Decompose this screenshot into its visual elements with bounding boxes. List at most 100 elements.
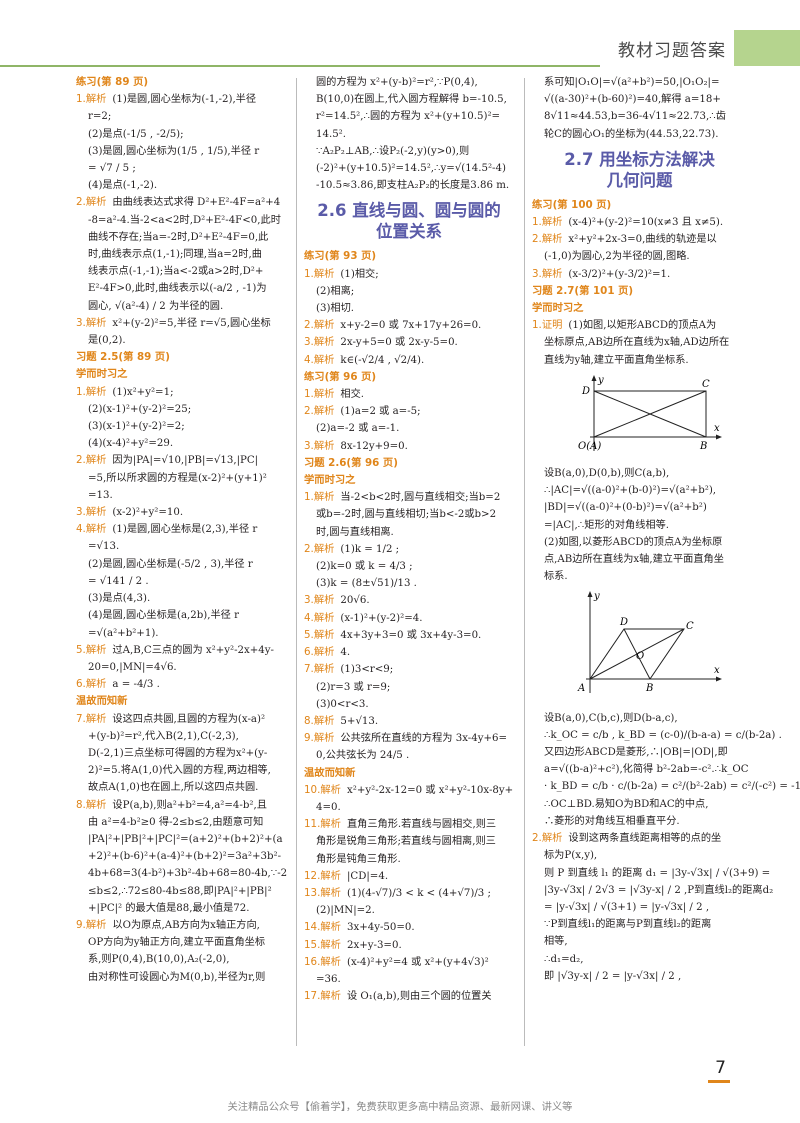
text-line: =√(a²+b²+1). xyxy=(88,627,159,639)
text-line: 由 a²=4-b²≥0 得-2≤b≤2,由题意可知 xyxy=(88,816,264,828)
answer-number: 3.解析 xyxy=(532,267,563,280)
exercise-heading: 习题 2.6(第 96 页) xyxy=(304,456,398,469)
answer-number: 4.解析 xyxy=(76,523,107,536)
answer-number: 2.解析 xyxy=(304,405,335,418)
answer-text: (1)x²+y²=1; xyxy=(112,386,174,398)
text-line: 由对称性可设圆心为M(0,b),半径为r,则 xyxy=(88,971,266,983)
answer-text: 由曲线表达式求得 D²+E²-4F=a²+4 xyxy=(112,197,281,209)
text-line: ∵P到直线l₁的距离与P到直线l₂的距离 xyxy=(544,919,712,931)
answer-line: 15.解析 2x+y-3=0. xyxy=(304,937,514,954)
answer-line: 2.解析 x²+y²+2x-3=0,曲线的轨迹是以 xyxy=(532,231,747,248)
answer-line: 4.解析 k∈(-√2/4 , √2/4). xyxy=(304,352,514,369)
subsection-heading: 温故而知新 xyxy=(76,695,128,708)
answer-text: k∈(-√2/4 , √2/4). xyxy=(340,354,425,366)
answer-number: 5.解析 xyxy=(304,628,335,641)
exercise-heading: 练习(第 93 页) xyxy=(304,250,377,263)
column-divider xyxy=(296,78,297,1046)
answer-number: 6.解析 xyxy=(76,678,107,691)
text-line: (2)r=3 或 r=9; xyxy=(316,681,391,693)
answer-number: 6.解析 xyxy=(304,646,335,659)
exercise-heading: 练习(第 96 页) xyxy=(304,370,377,383)
text-line: (3)(x-1)²+(y-2)²=2; xyxy=(88,421,185,433)
section-heading: 2.6 直线与圆、圆与圆的 位置关系 xyxy=(304,200,514,242)
column-divider xyxy=(524,78,525,1046)
answer-number: 4.解析 xyxy=(304,611,335,624)
answer-text: 当-2<b<2时,圆与直线相交;当b=2 xyxy=(340,492,501,504)
text-line: 即 |√3y-x| / 2 = |y-√3x| / 2 , xyxy=(544,970,682,982)
answer-text: (x-4)²+y²=4 或 x²+(y+4√3)² xyxy=(346,956,489,968)
answer-text: x²+y²-2x-12=0 或 x²+y²-10x-8y+ xyxy=(346,784,514,796)
text-line: 故点A(1,0)也在圆上,所以这四点共圆. xyxy=(88,782,259,794)
text-line: (3)是点(4,3). xyxy=(88,593,151,605)
text-line: 4b+68=3(4-b²)+3b²-4b+68=80-4b,∵-2 xyxy=(88,868,288,880)
text-line: (4)(x-4)²+y²=29. xyxy=(88,438,174,450)
answer-number: 2.解析 xyxy=(532,233,563,246)
text-line: 4=0. xyxy=(316,801,341,813)
answer-text: 2x-y+5=0 或 2x-y-5=0. xyxy=(340,337,458,349)
answer-text: 2x+y-3=0. xyxy=(346,939,402,951)
answer-text: 3x+4y-50=0. xyxy=(346,922,415,934)
text-line: (-1,0)为圆心,2为半径的圆,图略. xyxy=(544,251,690,263)
answer-text: (1)(4-√7)/3 < k < (4+√7)/3 ; xyxy=(346,887,491,899)
section-heading-line2: 位置关系 xyxy=(376,222,442,242)
answer-number: 15.解析 xyxy=(304,938,341,951)
answer-text: 设到这两条直线距离相等的点的坐 xyxy=(568,833,722,845)
answer-number: 1.解析 xyxy=(76,385,107,398)
column-2: 圆的方程为 x²+(y-b)²=r²,∵P(0,4), B(10,0)在圆上,代入… xyxy=(304,74,514,1005)
text-line: √((a-30)²+(b-60)²)=40,解得 a=18+ xyxy=(544,94,721,106)
rhombus-figure: y D C O A B x xyxy=(577,591,722,694)
answer-line: 8.解析 5+√13. xyxy=(304,713,514,730)
text-line: 角形是钝角三角形. xyxy=(316,853,401,865)
text-line: 则 P 到直线 l₁ 的距离 d₁ = |3y-√3x| / √(3+9) = xyxy=(544,867,771,879)
text-line: 系,则P(0,4),B(10,0),A₂(-2,0), xyxy=(88,954,230,966)
answer-line: 3.解析 (x-3/2)²+(y-3/2)²=1. xyxy=(532,266,747,283)
text-line: +2)²+(b-6)²+(a-4)²+(b+2)²=3a²+3b²- xyxy=(88,851,282,863)
answer-line: 2.解析 因为|PA|=√10,|PB|=√13,|PC| xyxy=(76,452,286,469)
answer-line: 16.解析 (x-4)²+y²=4 或 x²+(y+4√3)² xyxy=(304,954,514,971)
text-line: 圆心, √(a²-4) / 2 为半径的圆. xyxy=(88,300,224,312)
text-line: 直线为y轴,建立平面直角坐标系. xyxy=(544,354,689,366)
text-line: r²=14.5²,∴圆的方程为 x²+(y+10.5)²= xyxy=(316,111,501,123)
answer-line: 4.解析 (x-1)²+(y-2)²=4. xyxy=(304,610,514,627)
text-line: ∴|AC|=√((a-0)²+(b-0)²)=√(a²+b²), xyxy=(544,485,717,497)
answer-number: 2.解析 xyxy=(532,832,563,845)
text-line: (2)相离; xyxy=(316,285,355,297)
answer-line: 3.解析 x²+(y-2)²=5,半径 r=√5,圆心坐标 xyxy=(76,315,286,332)
text-line: E²-4F>0,此时,曲线表示以(-a/2 , -1)为 xyxy=(88,283,267,295)
text-line: ∵A₂P₂⊥AB,∴设P₂(-2,y)(y>0),则 xyxy=(316,145,470,157)
answer-line: 3.解析 20√6. xyxy=(304,592,514,609)
answer-line: 1.证明 (1)如图,以矩形ABCD的顶点A为 xyxy=(532,317,747,334)
column-1: 练习(第 89 页) 1.解析 (1)是圆,圆心坐标为(-1,-2),半径 r=2; (… xyxy=(76,74,288,986)
answer-line: 14.解析 3x+4y-50=0. xyxy=(304,919,514,936)
answer-line: 9.解析 以O为原点,AB方向为x轴正方向, xyxy=(76,917,286,934)
text-line: =36. xyxy=(316,973,341,985)
text-line: (3)0<r<3. xyxy=(316,698,369,710)
text-line: (2)k=0 或 k = 4/3 ; xyxy=(316,561,413,573)
text-line: (3)相切. xyxy=(316,303,355,315)
text-line: 坐标原点,AB边所在直线为x轴,AD边所在 xyxy=(544,337,730,349)
text-line: (3)k = (8±√51)/13 . xyxy=(316,578,417,590)
answer-number: 4.解析 xyxy=(304,353,335,366)
section-heading: 2.7 用坐标方法解决 几何问题 xyxy=(532,149,747,191)
rectangle-figure: y D C O(A) B x xyxy=(578,374,722,452)
answer-line: 5.解析 4x+3y+3=0 或 3x+4y-3=0. xyxy=(304,627,514,644)
text-line: 系可知|O₁O|=√(a²+b²)=50,|O₁O₂|= xyxy=(544,77,720,88)
text-line: +|PC|² 的最大值是88,最小值是72. xyxy=(88,902,250,914)
text-line: B(10,0)在圆上,代入圆方程解得 b=-10.5, xyxy=(316,94,507,106)
answer-text: (1)如图,以矩形ABCD的顶点A为 xyxy=(568,320,717,332)
answer-text: x²+(y-2)²=5,半径 r=√5,圆心坐标 xyxy=(112,317,271,329)
text-line: |BD|=√((a-0)²+(0-b)²)=√(a²+b²) xyxy=(544,502,707,514)
answer-line: 3.解析 2x-y+5=0 或 2x-y-5=0. xyxy=(304,334,514,351)
answer-number: 3.解析 xyxy=(304,439,335,452)
text-line: D(-2,1)三点坐标可得圆的方程为x²+(y- xyxy=(88,747,268,759)
answer-line: 2.解析 由曲线表达式求得 D²+E²-4F=a²+4 xyxy=(76,194,286,211)
text-line: (4)是圆,圆心坐标是(a,2b),半径 r xyxy=(88,610,239,622)
text-line: 时,圆与直线相离. xyxy=(316,526,394,538)
section-heading-line1: 2.7 用坐标方法解决 xyxy=(564,149,715,169)
text-line: (2)是圆,圆心坐标是(-5/2 , 3),半径 r xyxy=(88,558,253,570)
answer-text: (1)k = 1/2 ; xyxy=(340,543,400,555)
answer-line: 1.解析 (1)是圆,圆心坐标为(-1,-2),半径 xyxy=(76,91,286,108)
answer-text: (1)3<r<9; xyxy=(340,664,394,676)
text-line: ∴k_OC = c/b , k_BD = (c-0)/(b-a-a) = c/(… xyxy=(544,729,782,741)
text-line: -8=a²-4.当-2<a<2时,D²+E²-4F<0,此时 xyxy=(88,214,281,226)
